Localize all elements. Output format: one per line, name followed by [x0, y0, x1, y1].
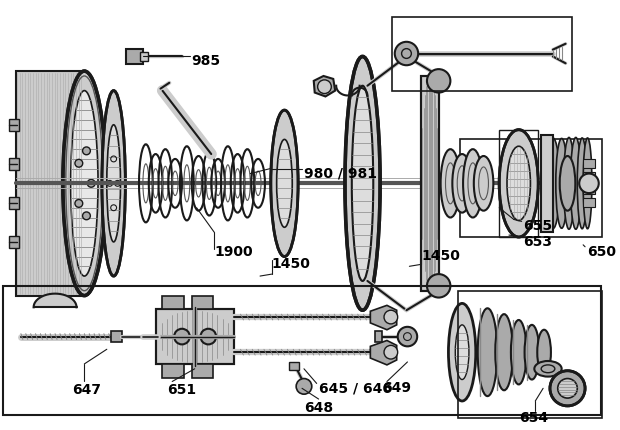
Ellipse shape: [441, 149, 460, 218]
Ellipse shape: [511, 320, 526, 384]
Ellipse shape: [352, 86, 373, 281]
Circle shape: [75, 200, 82, 207]
Bar: [3, 286, 601, 415]
Bar: [156, 309, 234, 364]
Text: 645 / 646: 645 / 646: [319, 381, 392, 396]
Text: 647: 647: [72, 384, 100, 397]
Circle shape: [384, 310, 397, 324]
Circle shape: [174, 329, 190, 344]
Text: 980 / 981: 980 / 981: [304, 167, 377, 181]
Ellipse shape: [474, 156, 494, 211]
Text: 985: 985: [192, 53, 221, 68]
Text: 650: 650: [587, 245, 616, 259]
Bar: [9, 197, 19, 209]
Bar: [16, 71, 84, 295]
Text: 1450: 1450: [272, 257, 311, 270]
Bar: [140, 52, 148, 61]
Bar: [499, 130, 538, 237]
Ellipse shape: [455, 325, 469, 380]
Bar: [583, 159, 595, 168]
Bar: [583, 172, 595, 181]
Ellipse shape: [570, 138, 581, 229]
Circle shape: [427, 274, 450, 298]
Polygon shape: [33, 294, 76, 307]
Ellipse shape: [495, 314, 513, 390]
Bar: [9, 236, 19, 248]
Bar: [290, 362, 299, 370]
Text: 653: 653: [524, 235, 552, 249]
Circle shape: [579, 174, 599, 193]
Ellipse shape: [507, 146, 531, 221]
Bar: [541, 135, 553, 232]
Bar: [421, 76, 439, 291]
Bar: [126, 49, 143, 64]
Ellipse shape: [478, 308, 497, 396]
Polygon shape: [370, 305, 397, 330]
Ellipse shape: [345, 56, 380, 310]
Bar: [583, 185, 595, 194]
Ellipse shape: [453, 154, 472, 212]
Ellipse shape: [448, 304, 476, 401]
Ellipse shape: [107, 125, 120, 242]
Bar: [9, 158, 19, 170]
Ellipse shape: [63, 71, 106, 295]
Bar: [162, 364, 184, 378]
Circle shape: [87, 179, 95, 187]
Text: 654: 654: [519, 411, 548, 425]
Bar: [458, 291, 601, 418]
Ellipse shape: [546, 138, 560, 229]
Circle shape: [397, 327, 417, 346]
Ellipse shape: [556, 138, 567, 228]
Bar: [162, 295, 184, 309]
Ellipse shape: [558, 378, 577, 398]
Text: 651: 651: [167, 384, 197, 397]
Text: 649: 649: [382, 381, 411, 396]
Text: 655: 655: [524, 219, 552, 233]
Bar: [9, 119, 19, 131]
Text: 648: 648: [304, 401, 333, 415]
Bar: [111, 331, 122, 342]
Polygon shape: [370, 341, 397, 365]
Bar: [192, 364, 213, 378]
Circle shape: [75, 160, 82, 167]
Bar: [192, 295, 213, 309]
Circle shape: [296, 378, 312, 394]
Ellipse shape: [550, 371, 585, 406]
Circle shape: [427, 69, 450, 92]
Bar: [460, 139, 601, 237]
Ellipse shape: [71, 91, 98, 276]
Ellipse shape: [525, 325, 539, 380]
Polygon shape: [314, 76, 335, 96]
Circle shape: [317, 80, 331, 94]
Ellipse shape: [534, 361, 562, 377]
Bar: [392, 17, 572, 91]
Circle shape: [82, 147, 91, 155]
Ellipse shape: [499, 130, 538, 237]
Ellipse shape: [277, 139, 292, 227]
Ellipse shape: [577, 138, 587, 229]
Ellipse shape: [560, 156, 575, 211]
Ellipse shape: [583, 138, 592, 229]
Circle shape: [82, 212, 91, 220]
Ellipse shape: [463, 149, 482, 218]
Bar: [156, 309, 234, 364]
Circle shape: [384, 345, 397, 359]
Bar: [583, 198, 595, 207]
Bar: [421, 76, 439, 291]
Ellipse shape: [564, 138, 574, 229]
Ellipse shape: [102, 91, 125, 276]
Text: 1900: 1900: [214, 245, 253, 259]
Ellipse shape: [538, 330, 551, 375]
Ellipse shape: [271, 110, 298, 257]
Bar: [375, 331, 382, 342]
Circle shape: [395, 42, 418, 65]
Circle shape: [200, 329, 216, 344]
Text: 1450: 1450: [421, 249, 460, 263]
